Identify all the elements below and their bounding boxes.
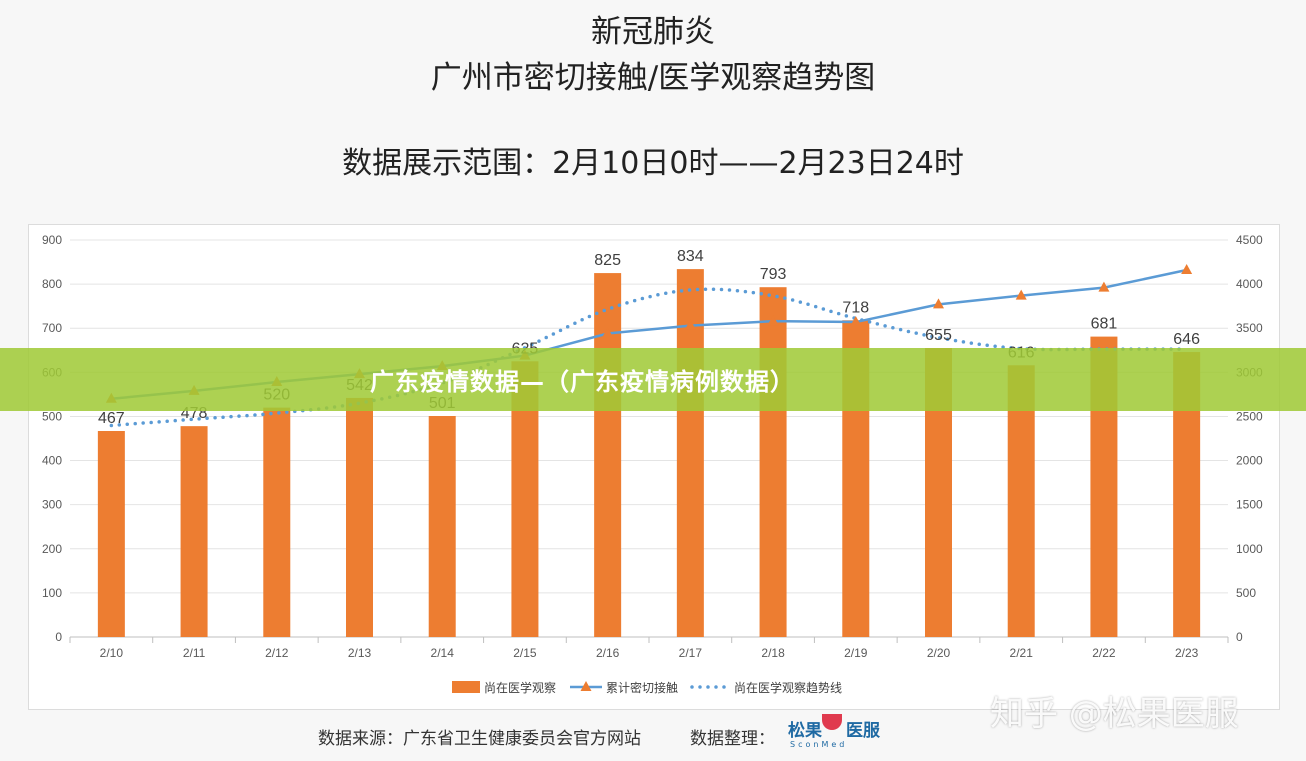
y-right-tick-label: 1000 (1236, 542, 1263, 556)
bar-data-label: 467 (98, 410, 125, 427)
data-source-text: 数据来源：广东省卫生健康委员会官方网站 (318, 729, 641, 749)
x-tick-label: 2/11 (183, 646, 206, 660)
chart-panel (28, 224, 1280, 710)
y-left-tick-label: 500 (42, 409, 62, 423)
bar (97, 431, 125, 637)
y-right-tick-label: 1500 (1236, 498, 1263, 512)
bar-data-label: 646 (1173, 331, 1200, 348)
data-organizer-label: 数据整理： (690, 729, 775, 749)
line-marker (684, 319, 696, 330)
legend-bar-swatch (452, 681, 480, 693)
y-left-tick-label: 900 (42, 233, 62, 247)
banner-text: 广东疫情数据—（广东疫情病例数据） (370, 368, 795, 396)
bar (180, 426, 208, 637)
y-right-tick-label: 4500 (1236, 233, 1263, 247)
watermark: 知乎 @松果医服 (990, 694, 1239, 734)
logo-subtext: SconMed (790, 740, 848, 749)
x-tick-label: 2/15 (513, 646, 537, 660)
logo: 松果 医服 SconMed (786, 712, 886, 756)
x-tick-label: 2/23 (1175, 646, 1199, 660)
legend-label: 尚在医学观察 (484, 680, 556, 695)
bar-data-label: 834 (677, 248, 704, 265)
bar (759, 287, 787, 637)
x-tick-label: 2/16 (596, 646, 620, 660)
legend-label: 累计密切接触 (606, 680, 678, 695)
x-tick-label: 2/17 (679, 646, 703, 660)
bar (263, 407, 291, 637)
cup-icon (822, 714, 842, 730)
x-tick-label: 2/21 (1010, 646, 1034, 660)
x-tick-label: 2/22 (1092, 646, 1116, 660)
bar (676, 269, 704, 637)
y-right-tick-label: 3500 (1236, 321, 1263, 335)
bar-data-label: 681 (1091, 316, 1118, 333)
y-left-tick-label: 0 (55, 630, 62, 644)
legend-label: 尚在医学观察趋势线 (734, 680, 842, 695)
y-right-tick-label: 0 (1236, 630, 1243, 644)
line-marker (933, 298, 944, 309)
y-right-tick-label: 500 (1236, 586, 1256, 600)
x-tick-label: 2/20 (927, 646, 951, 660)
overlay-banner (0, 348, 1306, 411)
logo-text: 松果 医服 (788, 721, 880, 741)
legend-line-marker (580, 681, 592, 691)
line-marker (850, 316, 862, 327)
y-left-tick-label: 300 (42, 498, 62, 512)
bar-data-label: 793 (760, 266, 787, 283)
line-marker (767, 315, 779, 326)
x-tick-label: 2/10 (100, 646, 124, 660)
y-right-tick-label: 2500 (1236, 409, 1263, 423)
line-marker (602, 327, 614, 338)
x-tick-label: 2/13 (348, 646, 372, 660)
line-marker (1015, 289, 1027, 300)
y-right-tick-label: 4000 (1236, 277, 1263, 291)
y-left-tick-label: 800 (42, 277, 62, 291)
line-marker (1181, 263, 1193, 274)
y-left-tick-label: 700 (42, 321, 62, 335)
date-range-subtitle: 数据展示范围：2月10日0时——2月23日24时 (342, 146, 964, 181)
chart-title-line1: 新冠肺炎 (591, 14, 715, 50)
bar (346, 397, 373, 637)
bar-data-label: 655 (925, 327, 952, 344)
y-left-tick-label: 200 (42, 542, 62, 556)
chart-title-line2: 广州市密切接触/医学观察趋势图 (430, 60, 876, 96)
x-tick-label: 2/19 (844, 646, 868, 660)
bar-data-label: 718 (842, 299, 869, 316)
x-tick-label: 2/12 (265, 646, 289, 660)
x-tick-label: 2/14 (431, 646, 455, 660)
bar-data-label: 825 (594, 252, 621, 269)
y-right-tick-label: 2000 (1236, 454, 1263, 468)
line-marker (1098, 281, 1110, 292)
bar (428, 416, 456, 637)
y-left-tick-label: 100 (42, 586, 62, 600)
y-left-tick-label: 400 (42, 454, 62, 468)
x-tick-label: 2/18 (761, 646, 785, 660)
trend-line (109, 287, 1189, 428)
